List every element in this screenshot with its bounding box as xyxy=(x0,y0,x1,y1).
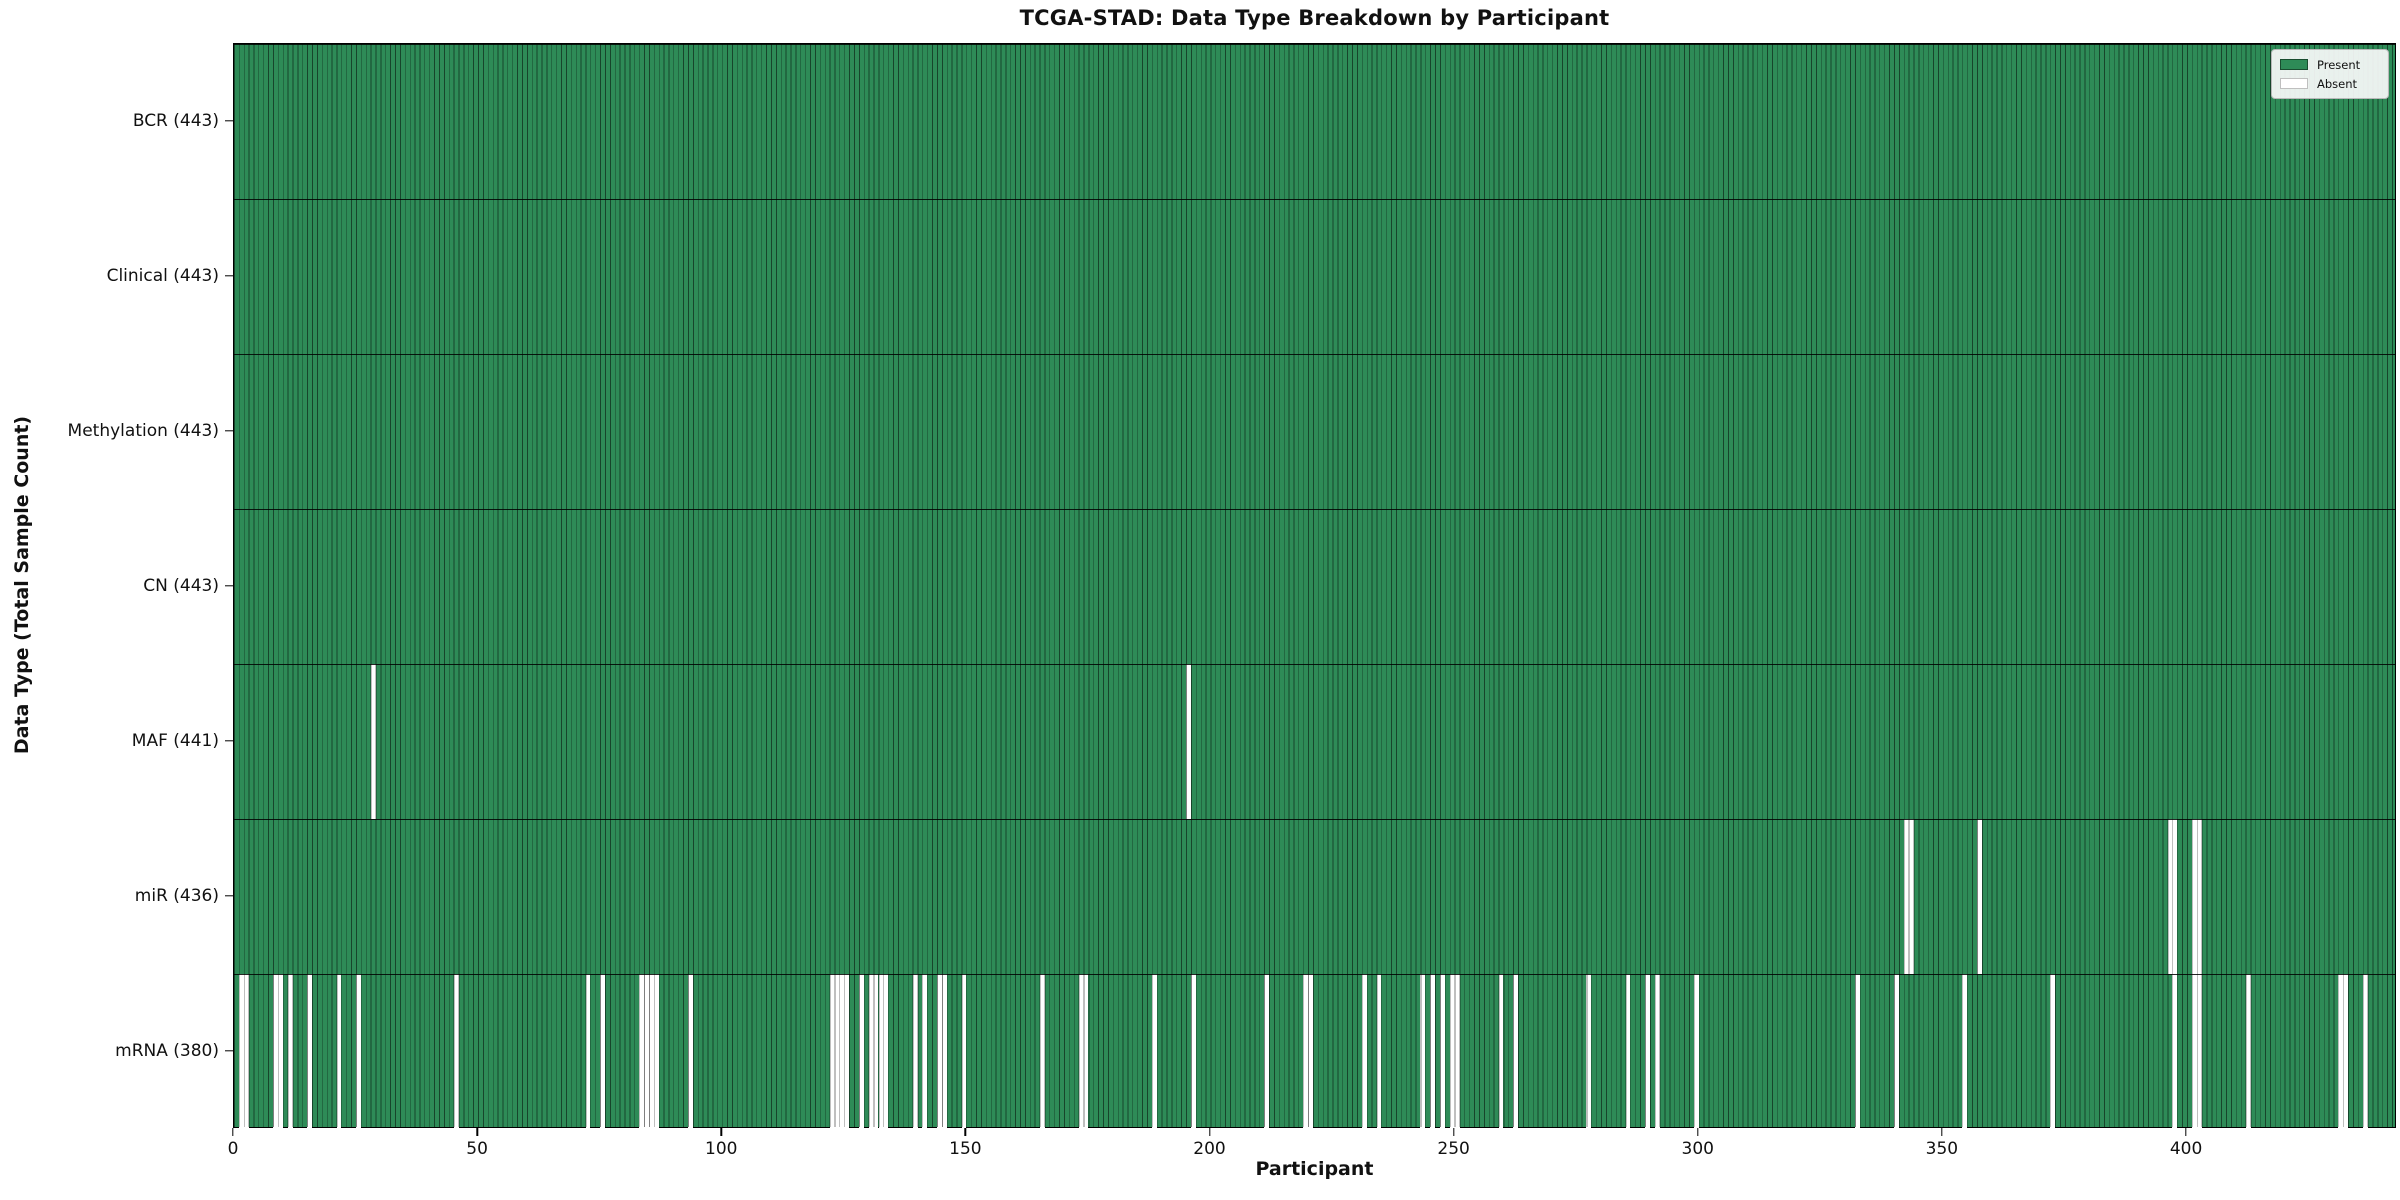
y-tick-label: BCR (443) xyxy=(132,110,219,131)
absent-cell xyxy=(243,974,249,1129)
absent-cell xyxy=(277,974,283,1129)
absent-swatch xyxy=(2280,78,2308,89)
y-tick-mark xyxy=(225,894,233,897)
absent-cell xyxy=(1151,974,1157,1129)
absent-cell xyxy=(1693,974,1699,1129)
y-tick-label: mRNA (380) xyxy=(115,1040,219,1061)
absent-cell xyxy=(1586,974,1592,1129)
x-tick-mark xyxy=(1941,1128,1943,1136)
absent-cell xyxy=(1654,974,1660,1129)
absent-cell xyxy=(1894,974,1899,1129)
absent-cell xyxy=(1308,974,1314,1129)
absent-cell xyxy=(2172,819,2178,974)
absent-cell xyxy=(2196,819,2202,974)
absent-cell xyxy=(912,974,918,1129)
absent-cell xyxy=(2050,974,2056,1129)
absent-cell xyxy=(1498,974,1504,1129)
absent-cell xyxy=(961,974,967,1129)
absent-cell xyxy=(858,974,864,1129)
x-tick-label: 200 xyxy=(1193,1139,1226,1159)
absent-cell xyxy=(653,974,659,1129)
absent-cell xyxy=(1083,974,1089,1129)
absent-cell xyxy=(1376,974,1382,1129)
y-tick-mark xyxy=(225,584,233,587)
x-tick-label: 50 xyxy=(466,1139,488,1159)
absent-cell xyxy=(1420,974,1426,1129)
absent-cell xyxy=(1454,974,1460,1129)
absent-cell xyxy=(1190,974,1196,1129)
absent-cell xyxy=(1625,974,1631,1129)
x-tick-label: 300 xyxy=(1681,1139,1715,1159)
y-tick-mark xyxy=(225,274,233,277)
legend-label-present: Present xyxy=(2317,57,2361,72)
absent-cell xyxy=(2196,974,2202,1129)
absent-cell xyxy=(2172,974,2178,1129)
absent-cell xyxy=(922,974,928,1129)
y-tick-mark xyxy=(225,119,233,122)
x-tick-mark xyxy=(232,1128,234,1136)
absent-cell xyxy=(1186,664,1191,819)
absent-cell xyxy=(1855,974,1860,1129)
absent-cell xyxy=(585,974,591,1129)
x-tick-mark xyxy=(720,1128,722,1136)
absent-cell xyxy=(2343,974,2349,1129)
x-tick-label: 150 xyxy=(949,1139,982,1159)
chart-title: TCGA-STAD: Data Type Breakdown by Partic… xyxy=(1019,6,1610,30)
x-tick-mark xyxy=(1208,1128,1211,1136)
legend: Present Absent xyxy=(2271,49,2389,99)
absent-cell xyxy=(1361,974,1367,1129)
x-axis-label: Participant xyxy=(1255,1158,1374,1180)
legend-label-absent: Absent xyxy=(2317,76,2358,91)
absent-cell xyxy=(844,974,850,1129)
absent-cell xyxy=(1039,974,1045,1129)
absent-cell xyxy=(287,974,293,1129)
y-tick-mark xyxy=(225,429,233,432)
y-tick-label: MAF (441) xyxy=(131,730,219,751)
absent-cell xyxy=(1908,819,1914,974)
x-tick-label: 350 xyxy=(1925,1139,1959,1159)
absent-cell xyxy=(1440,974,1445,1129)
x-tick-label: 400 xyxy=(2169,1139,2203,1159)
absent-cell xyxy=(2245,974,2251,1129)
heatmap-canvas xyxy=(234,44,2395,1129)
y-tick-label: Methylation (443) xyxy=(67,420,219,441)
absent-cell xyxy=(307,974,313,1129)
absent-cell xyxy=(453,974,459,1129)
x-tick-label: 100 xyxy=(705,1139,738,1159)
absent-cell xyxy=(1977,819,1982,974)
x-tick-mark xyxy=(964,1128,967,1136)
absent-cell xyxy=(941,974,947,1129)
plot-area: Present Absent xyxy=(233,43,2396,1129)
legend-item-present: Present xyxy=(2280,55,2380,74)
x-tick-label: 250 xyxy=(1437,1139,1470,1159)
absent-cell xyxy=(883,974,889,1129)
y-tick-mark xyxy=(225,1049,233,1052)
absent-cell xyxy=(1962,974,1968,1129)
absent-cell xyxy=(1430,974,1436,1129)
present-swatch xyxy=(2280,59,2308,70)
y-tick-label: miR (436) xyxy=(134,885,219,906)
y-tick-mark xyxy=(225,739,233,742)
y-tick-label: CN (443) xyxy=(143,575,219,596)
x-tick-label: 0 xyxy=(227,1139,239,1159)
x-tick-mark xyxy=(2185,1128,2187,1136)
absent-cell xyxy=(356,974,361,1129)
absent-cell xyxy=(600,974,606,1129)
absent-cell xyxy=(688,974,693,1129)
absent-cell xyxy=(370,664,376,819)
absent-cell xyxy=(336,974,342,1129)
x-tick-mark xyxy=(1697,1128,1699,1136)
absent-cell xyxy=(1645,974,1650,1129)
absent-cell xyxy=(1513,974,1519,1129)
x-tick-mark xyxy=(476,1128,478,1136)
x-tick-mark xyxy=(1452,1128,1455,1136)
y-tick-label: Clinical (443) xyxy=(106,265,219,286)
absent-cell xyxy=(1264,974,1270,1129)
absent-cell xyxy=(2362,974,2368,1129)
legend-item-absent: Absent xyxy=(2280,74,2380,93)
